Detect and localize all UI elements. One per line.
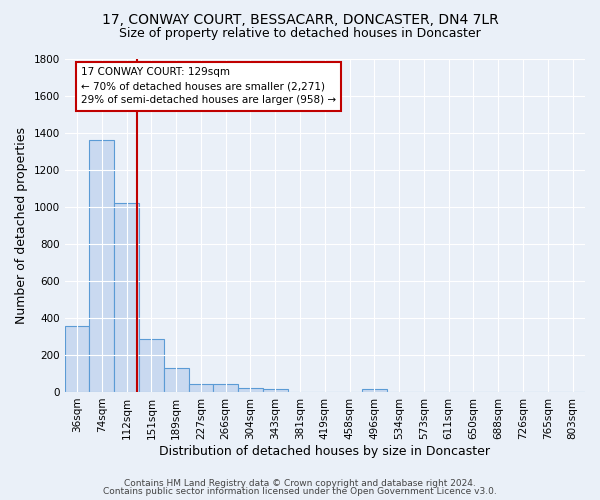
Bar (89, 140, 114, 392)
Bar (188, 384, 214, 392)
Text: 17, CONWAY COURT, BESSACARR, DONCASTER, DN4 7LR: 17, CONWAY COURT, BESSACARR, DONCASTER, … (101, 12, 499, 26)
Bar (65, 326, 89, 392)
Bar (214, 384, 238, 392)
Text: Contains HM Land Registry data © Crown copyright and database right 2024.: Contains HM Land Registry data © Crown c… (124, 478, 476, 488)
Bar (139, 339, 164, 392)
Bar (263, 388, 287, 392)
Bar (238, 388, 263, 392)
Bar (164, 368, 188, 392)
Text: Size of property relative to detached houses in Doncaster: Size of property relative to detached ho… (119, 28, 481, 40)
X-axis label: Distribution of detached houses by size in Doncaster: Distribution of detached houses by size … (160, 444, 490, 458)
Bar (114, 204, 139, 392)
Y-axis label: Number of detached properties: Number of detached properties (15, 127, 28, 324)
Bar (362, 388, 387, 392)
Text: 17 CONWAY COURT: 129sqm
← 70% of detached houses are smaller (2,271)
29% of semi: 17 CONWAY COURT: 129sqm ← 70% of detache… (81, 68, 336, 106)
Text: Contains public sector information licensed under the Open Government Licence v3: Contains public sector information licen… (103, 487, 497, 496)
